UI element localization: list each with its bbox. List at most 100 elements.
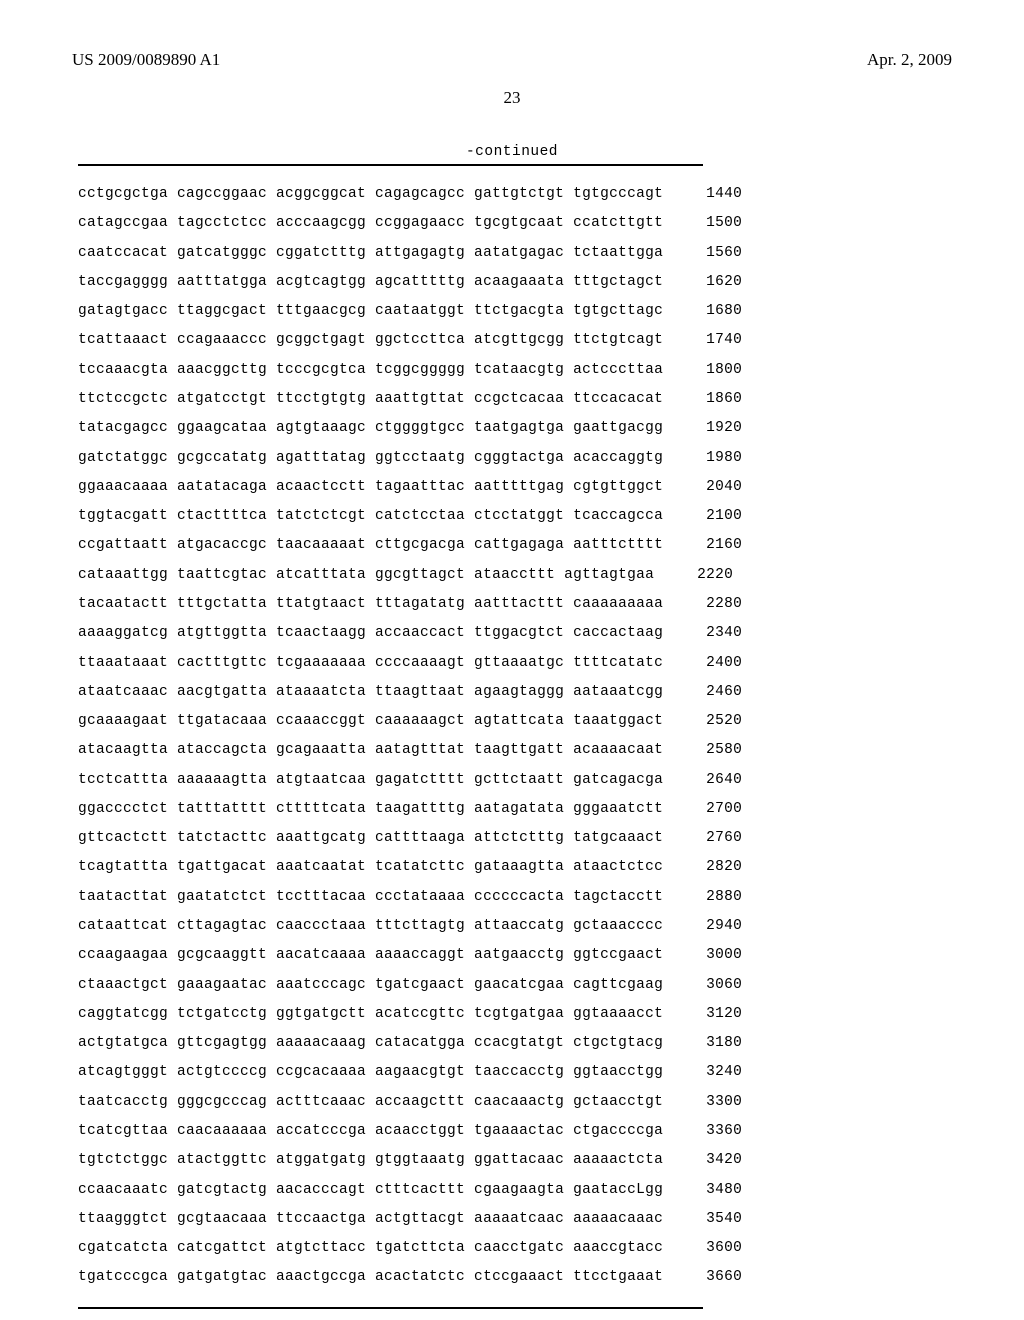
sequence-index: 2220 (681, 561, 733, 590)
sequence-groups: atcagtgggt actgtccccg ccgcacaaaa aagaacg… (78, 1058, 663, 1087)
sequence-groups: cctgcgctga cagccggaac acggcggcat cagagca… (78, 180, 663, 209)
sequence-index: 3540 (690, 1205, 742, 1234)
sequence-groups: tgatcccgca gatgatgtac aaactgccga acactat… (78, 1263, 663, 1292)
sequence-groups: cgatcatcta catcgattct atgtcttacc tgatctt… (78, 1234, 663, 1263)
sequence-groups: ctaaactgct gaaagaatac aaatcccagc tgatcga… (78, 971, 663, 1000)
sequence-groups: cataattcat cttagagtac caaccctaaa tttctta… (78, 912, 663, 941)
sequence-groups: tacaatactt tttgctatta ttatgtaact tttagat… (78, 590, 663, 619)
sequence-index: 3480 (690, 1176, 742, 1205)
sequence-index: 1980 (690, 444, 742, 473)
page-header: US 2009/0089890 A1 Apr. 2, 2009 (72, 50, 952, 70)
sequence-row: taccgagggg aatttatgga acgtcagtgg agcattt… (78, 268, 703, 297)
sequence-row: tggtacgatt ctacttttca tatctctcgt catctcc… (78, 502, 703, 531)
sequence-groups: tcagtattta tgattgacat aaatcaatat tcatatc… (78, 853, 663, 882)
sequence-index: 1920 (690, 414, 742, 443)
sequence-groups: caggtatcgg tctgatcctg ggtgatgctt acatccg… (78, 1000, 663, 1029)
sequence-groups: ccgattaatt atgacaccgc taacaaaaat cttgcga… (78, 531, 663, 560)
sequence-index: 2520 (690, 707, 742, 736)
sequence-index: 1860 (690, 385, 742, 414)
sequence-row: catagccgaa tagcctctcc acccaagcgg ccggaga… (78, 209, 703, 238)
sequence-groups: gttcactctt tatctacttc aaattgcatg catttta… (78, 824, 663, 853)
sequence-index: 2640 (690, 766, 742, 795)
page-number: 23 (72, 88, 952, 108)
sequence-groups: ccaacaaatc gatcgtactg aacacccagt ctttcac… (78, 1176, 663, 1205)
sequence-groups: gcaaaagaat ttgatacaaa ccaaaccggt caaaaaa… (78, 707, 663, 736)
sequence-groups: tcatcgttaa caacaaaaaa accatcccga acaacct… (78, 1117, 663, 1146)
sequence-index: 2460 (690, 678, 742, 707)
sequence-row: ctaaactgct gaaagaatac aaatcccagc tgatcga… (78, 971, 703, 1000)
sequence-row: actgtatgca gttcgagtgg aaaaacaaag catacat… (78, 1029, 703, 1058)
sequence-row: aaaaggatcg atgttggtta tcaactaagg accaacc… (78, 619, 703, 648)
patent-page: US 2009/0089890 A1 Apr. 2, 2009 23 -cont… (0, 0, 1024, 1320)
sequence-index: 2280 (690, 590, 742, 619)
sequence-index: 1800 (690, 356, 742, 385)
sequence-index: 2100 (690, 502, 742, 531)
continued-label-row: -continued (72, 142, 952, 160)
sequence-index: 2940 (690, 912, 742, 941)
sequence-groups: ttaagggtct gcgtaacaaa ttccaactga actgtta… (78, 1205, 663, 1234)
sequence-index: 3180 (690, 1029, 742, 1058)
sequence-row: ggacccctct tatttatttt ctttttcata taagatt… (78, 795, 703, 824)
sequence-groups: atacaagtta ataccagcta gcagaaatta aatagtt… (78, 736, 663, 765)
sequence-row: tgatcccgca gatgatgtac aaactgccga acactat… (78, 1263, 703, 1292)
sequence-groups: taatacttat gaatatctct tcctttacaa ccctata… (78, 883, 663, 912)
sequence-index: 3360 (690, 1117, 742, 1146)
sequence-groups: tccaaacgta aaacggcttg tcccgcgtca tcggcgg… (78, 356, 663, 385)
sequence-index: 2340 (690, 619, 742, 648)
sequence-groups: tgtctctggc atactggttc atggatgatg gtggtaa… (78, 1146, 663, 1175)
sequence-index: 3120 (690, 1000, 742, 1029)
sequence-row: tatacgagcc ggaagcataa agtgtaaagc ctggggt… (78, 414, 703, 443)
sequence-row: ccaacaaatc gatcgtactg aacacccagt ctttcac… (78, 1176, 703, 1205)
sequence-row: tccaaacgta aaacggcttg tcccgcgtca tcggcgg… (78, 356, 703, 385)
sequence-row: ttctccgctc atgatcctgt ttcctgtgtg aaattgt… (78, 385, 703, 414)
sequence-row: taatacttat gaatatctct tcctttacaa ccctata… (78, 883, 703, 912)
sequence-row: ataatcaaac aacgtgatta ataaaatcta ttaagtt… (78, 678, 703, 707)
sequence-row: tgtctctggc atactggttc atggatgatg gtggtaa… (78, 1146, 703, 1175)
sequence-row: tacaatactt tttgctatta ttatgtaact tttagat… (78, 590, 703, 619)
sequence-index: 2760 (690, 824, 742, 853)
sequence-index: 2700 (690, 795, 742, 824)
sequence-row: ttaagggtct gcgtaacaaa ttccaactga actgtta… (78, 1205, 703, 1234)
sequence-row: tcctcattta aaaaaagtta atgtaatcaa gagatct… (78, 766, 703, 795)
sequence-index: 3660 (690, 1263, 742, 1292)
sequence-index: 1500 (690, 209, 742, 238)
sequence-row: cgatcatcta catcgattct atgtcttacc tgatctt… (78, 1234, 703, 1263)
sequence-row: caggtatcgg tctgatcctg ggtgatgctt acatccg… (78, 1000, 703, 1029)
sequence-row: cataaattgg taattcgtac atcatttata ggcgtta… (78, 561, 703, 590)
sequence-index: 2880 (690, 883, 742, 912)
sequence-index: 2820 (690, 853, 742, 882)
sequence-index: 2160 (690, 531, 742, 560)
sequence-row: cataattcat cttagagtac caaccctaaa tttctta… (78, 912, 703, 941)
sequence-row: ccaagaagaa gcgcaaggtt aacatcaaaa aaaacca… (78, 941, 703, 970)
sequence-groups: caatccacat gatcatgggc cggatctttg attgaga… (78, 239, 663, 268)
sequence-index: 2400 (690, 649, 742, 678)
sequence-index: 3600 (690, 1234, 742, 1263)
continued-label: -continued (466, 144, 558, 160)
sequence-groups: ccaagaagaa gcgcaaggtt aacatcaaaa aaaacca… (78, 941, 663, 970)
sequence-row: tcagtattta tgattgacat aaatcaatat tcatatc… (78, 853, 703, 882)
sequence-index: 1440 (690, 180, 742, 209)
publication-number: US 2009/0089890 A1 (72, 50, 220, 70)
sequence-index: 1620 (690, 268, 742, 297)
sequence-listing-block: cctgcgctga cagccggaac acggcggcat cagagca… (78, 164, 703, 1309)
sequence-index: 1740 (690, 326, 742, 355)
sequence-row: gttcactctt tatctacttc aaattgcatg catttta… (78, 824, 703, 853)
sequence-index: 3300 (690, 1088, 742, 1117)
sequence-groups: ttaaataaat cactttgttc tcgaaaaaaa ccccaaa… (78, 649, 663, 678)
sequence-groups: cataaattgg taattcgtac atcatttata ggcgtta… (78, 561, 654, 590)
sequence-groups: gatagtgacc ttaggcgact tttgaacgcg caataat… (78, 297, 663, 326)
sequence-groups: tatacgagcc ggaagcataa agtgtaaagc ctggggt… (78, 414, 663, 443)
sequence-index: 3060 (690, 971, 742, 1000)
sequence-row: gcaaaagaat ttgatacaaa ccaaaccggt caaaaaa… (78, 707, 703, 736)
sequence-groups: tggtacgatt ctacttttca tatctctcgt catctcc… (78, 502, 663, 531)
publication-date: Apr. 2, 2009 (867, 50, 952, 70)
sequence-row: ggaaacaaaa aatatacaga acaactcctt tagaatt… (78, 473, 703, 502)
sequence-groups: actgtatgca gttcgagtgg aaaaacaaag catacat… (78, 1029, 663, 1058)
sequence-row: tcattaaact ccagaaaccc gcggctgagt ggctcct… (78, 326, 703, 355)
sequence-groups: aaaaggatcg atgttggtta tcaactaagg accaacc… (78, 619, 663, 648)
sequence-groups: taatcacctg gggcgcccag actttcaaac accaagc… (78, 1088, 663, 1117)
sequence-groups: ttctccgctc atgatcctgt ttcctgtgtg aaattgt… (78, 385, 663, 414)
sequence-row: atacaagtta ataccagcta gcagaaatta aatagtt… (78, 736, 703, 765)
sequence-index: 2580 (690, 736, 742, 765)
sequence-index: 3240 (690, 1058, 742, 1087)
